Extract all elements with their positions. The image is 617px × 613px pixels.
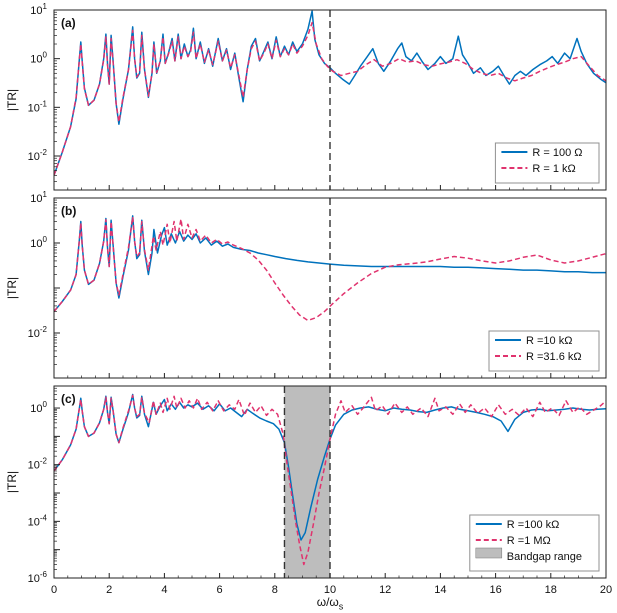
legend-label-r-1-k: R = 1 kΩ — [532, 163, 575, 175]
panel-b: 101 100 10-2 (b) R =10 kΩ R =31.6 kΩ — [28, 190, 607, 379]
x-tick-label: 12 — [379, 584, 391, 596]
x-tick-label: 20 — [600, 584, 612, 596]
legend-label-r-100-k: R =100 kΩ — [507, 519, 560, 531]
bandgap-band — [284, 386, 330, 578]
legend: R = 100 Ω R = 1 kΩ — [494, 142, 600, 184]
y-axis-label-a: |TR| — [5, 88, 19, 112]
y-tick-label: 101 — [30, 190, 47, 205]
x-axis-label-sub: s — [338, 601, 344, 612]
x-tick-label: 6 — [217, 584, 223, 596]
panel-label: (c) — [61, 392, 76, 406]
legend-label-r-100: R = 100 Ω — [532, 147, 582, 159]
x-axis-label-main: ω/ω — [316, 595, 339, 609]
x-tick-label: 18 — [545, 584, 557, 596]
legend-label-r-31-6-k: R =31.6 kΩ — [526, 351, 582, 363]
series-r-31-6-k-line — [54, 216, 606, 322]
x-tick-label: 10 — [324, 584, 336, 596]
legend-label-r-10-k: R =10 kΩ — [526, 335, 572, 347]
legend-label-r-1-m: R =1 MΩ — [507, 535, 551, 547]
y-axis-label-b: |TR| — [5, 276, 19, 300]
x-tick-label: 2 — [106, 584, 112, 596]
y-tick-label: 10-4 — [28, 513, 48, 528]
panel-label: (a) — [61, 16, 76, 30]
y-tick-label: 10-2 — [28, 325, 48, 340]
x-tick-label: 0 — [51, 584, 57, 596]
y-tick-label: 10-6 — [28, 570, 48, 585]
y-tick-label: 10-1 — [28, 99, 48, 114]
x-tick-label: 8 — [272, 584, 278, 596]
y-tick-label: 101 — [30, 2, 47, 17]
y-tick-label: 100 — [30, 235, 47, 250]
legend-label-bandgap-range: Bandgap range — [507, 551, 582, 563]
series-r-1-k-line — [54, 21, 606, 176]
y-tick-label: 100 — [30, 400, 47, 415]
panel-label: (b) — [61, 204, 76, 218]
y-axis-label-c: |TR| — [5, 470, 19, 494]
y-tick-label: 10-2 — [28, 148, 48, 163]
legend: R =10 kΩ R =31.6 kΩ — [488, 330, 600, 372]
x-tick-label: 14 — [434, 584, 446, 596]
series-r-1-m-line — [54, 394, 606, 566]
x-tick-label: 16 — [489, 584, 501, 596]
y-tick-label: 10-2 — [28, 457, 48, 472]
y-tick-label: 100 — [30, 51, 47, 66]
panel-a: 101 100 10-1 10-2 (a) R = 100 Ω R = 1 kΩ — [28, 2, 607, 191]
panel-c: 100 10-2 10-4 10-60 2 4 6 8 10 12 14 16 18 20 (c) R =10… — [28, 385, 612, 596]
legend: R =100 kΩ R =1 MΩ Bandgap range — [469, 514, 600, 572]
x-tick-label: 4 — [161, 584, 167, 596]
x-axis-label: ω/ωs — [54, 595, 606, 611]
legend-swatch-bandgap-range — [475, 547, 503, 559]
